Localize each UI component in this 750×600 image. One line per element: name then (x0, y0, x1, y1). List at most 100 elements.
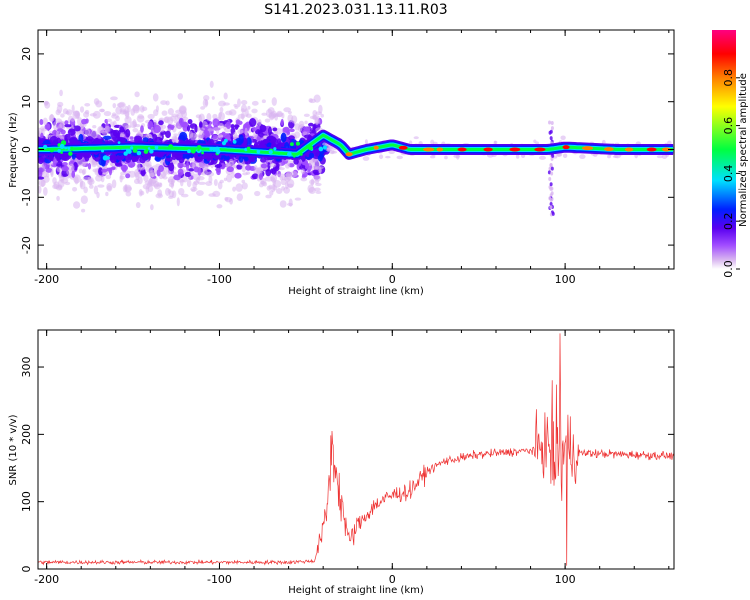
spectrogram-speckle (66, 109, 73, 116)
spectrogram-hotspot (646, 147, 657, 152)
spectrogram-band (152, 133, 158, 142)
spectrogram-hotspot (102, 155, 109, 161)
spectrogram-speckle (92, 110, 101, 119)
spectrogram-speckle (139, 190, 145, 196)
tick-label: 0 (389, 273, 396, 286)
spectrogram-speckle (119, 133, 125, 138)
spectrogram-speckle (251, 108, 258, 114)
spectrogram-speckle (226, 166, 234, 173)
spectrogram-spike (551, 211, 555, 216)
spectrogram-speckle (272, 127, 278, 132)
spectrogram-spike (549, 182, 553, 187)
spectrogram-speckle (212, 118, 220, 127)
spectrogram-speckle (192, 181, 197, 190)
spectrogram-speckle (287, 114, 294, 123)
spectrogram-band (238, 155, 244, 163)
spectrogram-speckle (145, 160, 152, 168)
spectrogram-speckle (85, 118, 89, 124)
spectrogram-speckle (92, 124, 97, 129)
spectrogram-band (49, 135, 59, 145)
spectrogram-speckle (64, 181, 71, 186)
spectrogram-speckle (313, 94, 321, 103)
spectrogram-speckle (79, 178, 83, 188)
spectrogram-speckle (265, 168, 272, 177)
spectrogram-speckle (105, 174, 112, 180)
spectrogram-speckle (241, 179, 246, 184)
spectrogram-hotspot (373, 145, 379, 150)
spectrogram-hotspot (295, 141, 300, 146)
spectrogram-speckle (215, 167, 221, 172)
spectrogram-speckle (84, 128, 91, 136)
tick-label: 20 (20, 47, 33, 61)
spectrogram-speckle (60, 113, 65, 118)
spectrogram-band (238, 134, 244, 145)
spectrogram-speckle (237, 129, 244, 135)
spectrogram-speckle (167, 108, 174, 116)
spectrogram-spike (549, 201, 553, 206)
spectrogram-speckle (52, 129, 58, 137)
spectrogram-speckle (362, 156, 370, 161)
spectrogram-speckle (40, 126, 45, 131)
spectrogram-speckle (78, 168, 83, 174)
spectrogram-speckle (74, 176, 79, 185)
spectrogram-hotspot (154, 145, 159, 150)
spectrogram-speckle (562, 153, 568, 158)
spectrogram-band (179, 131, 188, 142)
spectrogram-speckle (150, 204, 154, 211)
spectrogram-speckle (223, 177, 228, 182)
spectrogram-band (245, 137, 252, 147)
spectrogram-speckle (287, 111, 292, 115)
snr-y-label: SNR (10 * v/v) (8, 414, 19, 485)
spectrogram-speckle (178, 187, 185, 196)
spectrogram-speckle (103, 110, 112, 117)
spectrogram-speckle (266, 185, 272, 191)
spectrogram-hotspot (68, 151, 73, 156)
spectrogram-spike (547, 170, 551, 175)
tick-label: 0 (20, 146, 33, 153)
spectrogram-speckle (133, 104, 140, 112)
spectrogram-speckle (234, 105, 239, 109)
spectrogram-hotspot (60, 151, 63, 154)
spectrogram-speckle (198, 121, 203, 129)
spectrogram-speckle (59, 89, 63, 97)
spectrogram-spike (549, 205, 553, 210)
tick-label: -20 (20, 236, 33, 254)
spectrogram-speckle (167, 124, 175, 129)
spectrogram-speckle (271, 97, 277, 106)
spectrogram-speckle (289, 128, 295, 133)
spectrogram-speckle (235, 119, 241, 125)
tick-label: -200 (34, 573, 59, 586)
spectrogram-band (109, 154, 117, 163)
spectrogram-band (293, 158, 299, 165)
tick-label: 0.6 (722, 117, 735, 135)
spectrogram-speckle (174, 114, 179, 121)
spectrogram-speckle (236, 193, 244, 201)
spectrogram-speckle (313, 174, 322, 182)
spectrogram-speckle (177, 93, 184, 100)
spectrogram-speckle (318, 104, 323, 114)
spectrogram-hotspot (117, 141, 121, 144)
spectrogram-speckle (162, 168, 168, 177)
spectrogram-speckle (179, 178, 184, 187)
spectrogram-speckle (207, 128, 214, 132)
spectrogram-speckle (129, 121, 138, 129)
spectrogram-hotspot (661, 147, 671, 152)
spectrogram-band (202, 154, 208, 160)
spectrogram-speckle (110, 96, 118, 101)
spectrogram-speckle (259, 124, 267, 133)
spectrogram-band (94, 157, 101, 162)
spectrogram-speckle (173, 133, 178, 137)
spectrogram-speckle (320, 113, 325, 118)
spectrogram-speckle (331, 150, 338, 154)
spectrogram-speckle (150, 178, 156, 187)
spectrogram-speckle (254, 190, 261, 197)
spectrogram-hotspot (197, 148, 200, 152)
spectrogram-hotspot (268, 149, 273, 155)
spectrogram-speckle (258, 173, 264, 181)
spectrogram-speckle (177, 168, 184, 176)
tick-label: 0.4 (722, 165, 735, 183)
spectrogram-hotspot (318, 146, 324, 152)
spectrogram-speckle (95, 100, 103, 108)
spectrogram-speckle (145, 185, 150, 194)
spectrogram-speckle (56, 195, 60, 201)
